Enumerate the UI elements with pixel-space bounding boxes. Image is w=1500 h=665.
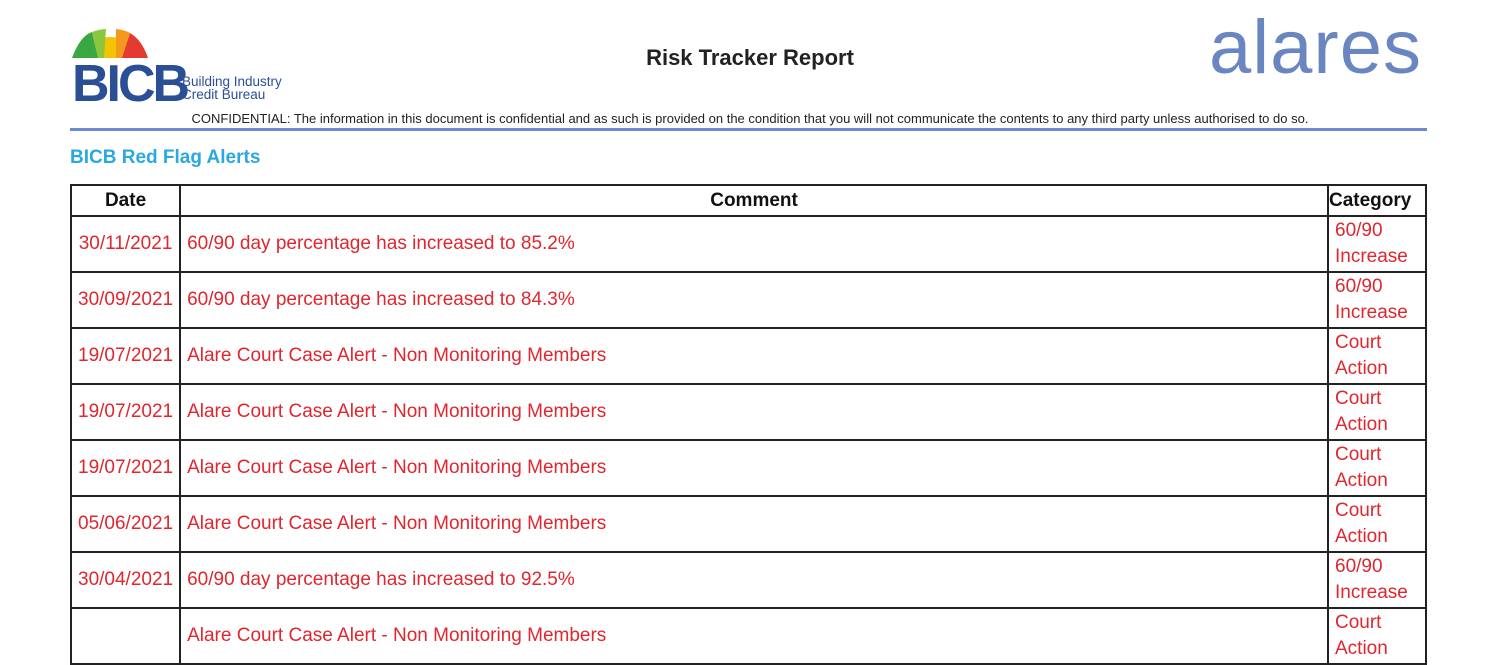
cell-date: 05/06/2021: [69, 495, 182, 553]
report-title: Risk Tracker Report: [646, 45, 854, 70]
bicb-logo: BICB Building Industry Credit Bureau: [70, 28, 300, 113]
cell-date: 19/07/2021: [69, 439, 182, 497]
bicb-name-line1: Building Industry: [182, 74, 282, 89]
header-divider: [70, 128, 1427, 131]
cell-date: 30/09/2021: [69, 271, 182, 329]
alares-logo: alares: [1209, 5, 1422, 90]
cell-comment: Alare Court Case Alert - Non Monitoring …: [179, 383, 1329, 441]
bicb-name-line2: Credit Bureau: [182, 87, 266, 102]
cell-comment: 60/90 day percentage has increased to 85…: [179, 215, 1329, 273]
cell-category: 60/90 Increase: [1327, 551, 1427, 609]
bicb-mark: BICB: [72, 55, 190, 113]
umbrella-icon: [72, 29, 148, 58]
table-row: 05/06/2021 Alare Court Case Alert - Non M…: [69, 495, 1427, 553]
cell-category: Court Action: [1327, 495, 1427, 553]
column-header-date: Date: [69, 184, 182, 217]
cell-comment: 60/90 day percentage has increased to 84…: [179, 271, 1329, 329]
cell-category: Court Action: [1327, 327, 1427, 385]
cell-comment: Alare Court Case Alert - Non Monitoring …: [179, 607, 1329, 665]
cell-date: 30/11/2021: [69, 215, 182, 273]
cell-comment: Alare Court Case Alert - Non Monitoring …: [179, 439, 1329, 497]
column-header-category: Category: [1327, 184, 1427, 217]
cell-category: 60/90 Increase: [1327, 215, 1427, 273]
cell-category: Court Action: [1327, 383, 1427, 441]
table-row: 19/07/2021 Alare Court Case Alert - Non M…: [69, 439, 1427, 497]
cell-date: 19/07/2021: [69, 383, 182, 441]
table-row: 30/09/2021 60/90 day percentage has incre…: [69, 271, 1427, 329]
column-header-comment: Comment: [179, 184, 1329, 217]
cell-comment: Alare Court Case Alert - Non Monitoring …: [179, 327, 1329, 385]
cell-comment: 60/90 day percentage has increased to 92…: [179, 551, 1329, 609]
table-row: 19/07/2021 Alare Court Case Alert - Non M…: [69, 327, 1427, 385]
table-row: 30/04/2021 60/90 day percentage has incre…: [69, 551, 1427, 609]
cell-date: 30/04/2021: [69, 551, 182, 609]
cell-category: 60/90 Increase: [1327, 271, 1427, 329]
cell-date: [69, 607, 182, 665]
confidential-notice: CONFIDENTIAL: The information in this do…: [191, 111, 1309, 126]
table-header-row: Date Comment Category: [69, 184, 1427, 217]
cell-category: Court Action: [1327, 607, 1427, 665]
cell-category: Court Action: [1327, 439, 1427, 497]
section-title: BICB Red Flag Alerts: [70, 147, 261, 168]
alerts-table: Date Comment Category 30/11/2021 60/90 da…: [69, 184, 1427, 665]
cell-date: 19/07/2021: [69, 327, 182, 385]
cell-comment: Alare Court Case Alert - Non Monitoring …: [179, 495, 1329, 553]
bicb-name: Building Industry Credit Bureau: [182, 74, 282, 102]
table-row: Alare Court Case Alert - Non Monitoring …: [69, 607, 1427, 665]
table-row: 19/07/2021 Alare Court Case Alert - Non M…: [69, 383, 1427, 441]
table-row: 30/11/2021 60/90 day percentage has incre…: [69, 215, 1427, 273]
